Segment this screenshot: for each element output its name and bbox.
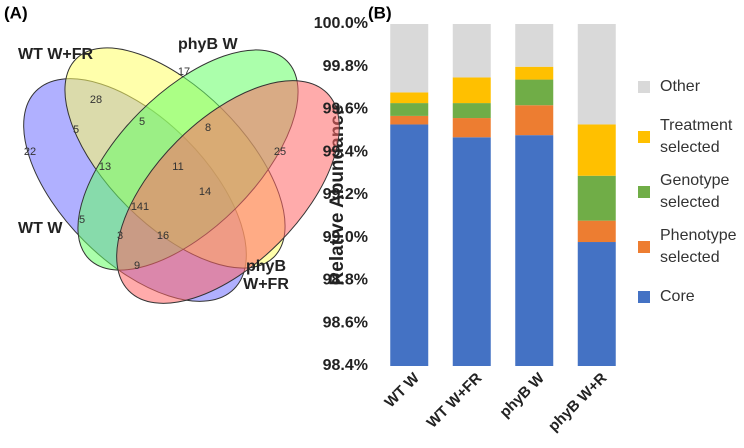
y-tick-label: 98.8% bbox=[323, 272, 368, 289]
set-label: WT W bbox=[18, 220, 63, 237]
bar-segment bbox=[577, 175, 616, 221]
bar-segment bbox=[577, 220, 616, 243]
set-label: WT W+FR bbox=[18, 46, 94, 63]
x-tick-label: WT W bbox=[381, 369, 423, 411]
bar-segment bbox=[390, 115, 429, 125]
bar-segment bbox=[515, 135, 554, 366]
set-label: phyB W+FR bbox=[243, 258, 289, 293]
region-count: 141 bbox=[131, 201, 149, 213]
panel-label: (B) bbox=[368, 3, 392, 22]
y-tick-label: 98.6% bbox=[323, 314, 368, 331]
venn-set bbox=[116, 80, 340, 304]
x-tick-label: phyB W+R bbox=[545, 369, 610, 434]
bar-segment bbox=[515, 66, 554, 80]
bar-segment bbox=[390, 124, 429, 367]
bar-segment bbox=[515, 105, 554, 136]
region-count: 14 bbox=[199, 186, 211, 198]
region-count: 22 bbox=[24, 146, 36, 158]
x-tick-label: WT W+FR bbox=[424, 369, 486, 431]
bar-segment bbox=[577, 242, 616, 366]
panel-label: (A) bbox=[4, 3, 28, 22]
y-tick-label: 98.4% bbox=[323, 357, 368, 374]
bar-segment bbox=[390, 103, 429, 116]
bar-segment bbox=[515, 24, 554, 67]
bar-segment bbox=[452, 103, 491, 119]
y-tick-label: 99.0% bbox=[323, 229, 368, 246]
region-count: 11 bbox=[172, 161, 183, 173]
bar-segment bbox=[452, 137, 491, 366]
y-tick-label: 100.0% bbox=[314, 15, 368, 32]
region-count: 28 bbox=[90, 94, 102, 106]
region-count: 13 bbox=[99, 161, 111, 173]
legend-label: Treatment selected bbox=[660, 117, 733, 156]
legend-swatch bbox=[638, 241, 650, 253]
y-tick-label: 99.4% bbox=[323, 143, 368, 160]
region-count: 5 bbox=[79, 214, 85, 226]
bar-segment bbox=[577, 24, 616, 125]
legend-label: Genotype selected bbox=[660, 172, 730, 211]
legend-swatch bbox=[638, 131, 650, 143]
legend-label: Core bbox=[660, 288, 695, 305]
legend-label: Other bbox=[660, 78, 701, 95]
bar-segment bbox=[515, 79, 554, 106]
bar-segment bbox=[577, 124, 616, 176]
region-count: 3 bbox=[117, 230, 123, 242]
bar-segment bbox=[390, 92, 429, 104]
region-count: 25 bbox=[274, 146, 286, 158]
legend-swatch bbox=[638, 186, 650, 198]
region-count: 5 bbox=[73, 124, 79, 136]
region-count: 17 bbox=[178, 66, 190, 78]
legend-label: Phenotype selected bbox=[660, 227, 737, 266]
bar-segment bbox=[390, 24, 429, 93]
region-count: 9 bbox=[134, 260, 140, 272]
bar-segment bbox=[452, 77, 491, 104]
y-tick-label: 99.2% bbox=[323, 186, 368, 203]
region-count: 5 bbox=[139, 116, 145, 128]
y-tick-label: 99.6% bbox=[323, 101, 368, 118]
set-label: phyB W bbox=[178, 36, 238, 53]
region-count: 16 bbox=[157, 230, 169, 242]
legend-swatch bbox=[638, 81, 650, 93]
legend-swatch bbox=[638, 291, 650, 303]
y-tick-label: 99.8% bbox=[323, 58, 368, 75]
bar-segment bbox=[452, 118, 491, 138]
region-count: 8 bbox=[205, 122, 211, 134]
x-tick-label: phyB W bbox=[496, 369, 548, 421]
bar-segment bbox=[452, 24, 491, 78]
